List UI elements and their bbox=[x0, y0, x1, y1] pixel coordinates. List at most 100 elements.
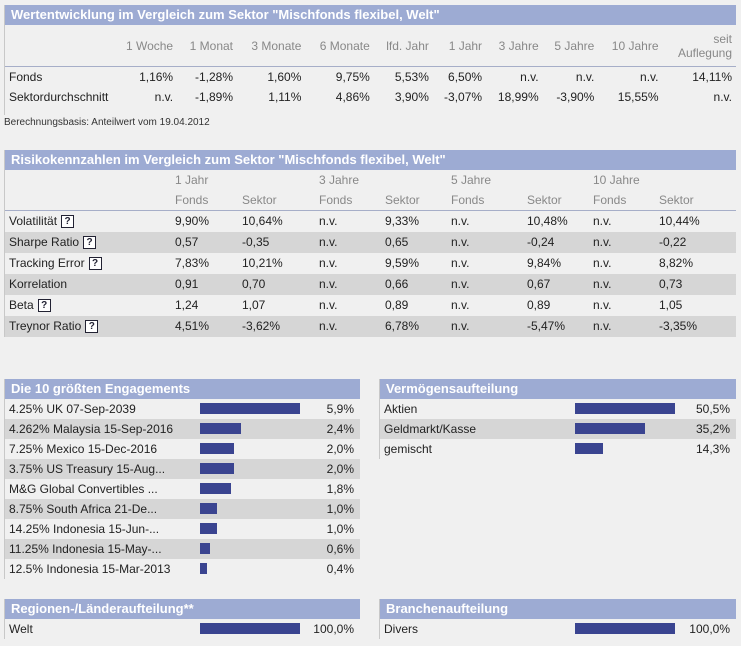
help-icon[interactable]: ? bbox=[37, 299, 51, 313]
cell: 1,60% bbox=[267, 70, 302, 84]
cell: 7,83% bbox=[175, 256, 210, 270]
cell: 3,90% bbox=[394, 90, 429, 104]
cell: 0,67 bbox=[527, 274, 593, 295]
cell: 9,84% bbox=[527, 256, 562, 270]
cell: -0,22 bbox=[659, 232, 736, 253]
cell: 9,59% bbox=[385, 256, 420, 270]
cell: 0,57 bbox=[175, 232, 242, 253]
cell: -3,90% bbox=[556, 90, 595, 104]
item-label: Divers bbox=[384, 622, 419, 636]
list-item: 12.5% Indonesia 15-Mar-2013 0,4% bbox=[5, 559, 360, 579]
cell: -3,62% bbox=[242, 316, 319, 337]
item-label: 11.25% Indonesia 15-May-... bbox=[9, 542, 162, 556]
metric-name: Sharpe Ratio bbox=[9, 235, 80, 249]
list-item: 14.25% Indonesia 15-Jun-... 1,0% bbox=[5, 519, 360, 539]
list-item: 4.262% Malaysia 15-Sep-2016 2,4% bbox=[5, 419, 360, 439]
asset-allocation-title: Vermögensaufteilung bbox=[380, 379, 736, 399]
cell: n.v. bbox=[319, 298, 338, 312]
subcol-sektor: Sektor bbox=[659, 190, 736, 211]
risk-section: Risikokennzahlen im Vergleich zum Sektor… bbox=[4, 150, 736, 337]
sector-allocation-title: Branchenaufteilung bbox=[380, 599, 736, 619]
item-value: 35,2% bbox=[695, 422, 730, 436]
calculation-basis-note: Berechnungsbasis: Anteilwert vom 19.04.2… bbox=[4, 117, 210, 128]
item-label: Aktien bbox=[384, 402, 418, 416]
cell: -1,89% bbox=[194, 90, 234, 104]
metric-name: Tracking Error bbox=[9, 256, 85, 270]
cell: -0,35 bbox=[242, 232, 319, 253]
subcol-fonds: Fonds bbox=[593, 190, 659, 211]
region-allocation-title: Regionen-/Länderaufteilung** bbox=[5, 599, 360, 619]
help-icon[interactable]: ? bbox=[61, 215, 75, 229]
subcol-fonds: Fonds bbox=[175, 190, 242, 211]
item-value: 0,4% bbox=[326, 562, 354, 576]
cell: n.v. bbox=[154, 90, 174, 104]
allocation-bar bbox=[200, 483, 231, 494]
allocation-bar bbox=[575, 443, 603, 454]
item-label: 14.25% Indonesia 15-Jun-... bbox=[9, 522, 160, 536]
region-allocation-section: Regionen-/Länderaufteilung** Welt 100,0% bbox=[4, 599, 360, 639]
cell: 0,73 bbox=[659, 274, 736, 295]
item-value: 50,5% bbox=[695, 402, 730, 416]
cell: 0,65 bbox=[385, 232, 451, 253]
sector-allocation-section: Branchenaufteilung Divers 100,0% bbox=[379, 599, 736, 639]
list-item: 3.75% US Treasury 15-Aug... 2,0% bbox=[5, 459, 360, 479]
cell: 4,51% bbox=[175, 316, 242, 337]
item-value: 0,6% bbox=[326, 542, 354, 556]
cell: 8,82% bbox=[659, 256, 694, 270]
row-label: Tracking Error? bbox=[5, 253, 175, 274]
table-row: Tracking Error? 7,83% 10,21% n.v. 9,59% n.v. 9… bbox=[5, 253, 736, 274]
cell: n.v. bbox=[593, 232, 659, 253]
period-10-jahre: 10 Jahre bbox=[593, 173, 640, 187]
item-value: 1,8% bbox=[326, 482, 354, 496]
metric-name: Volatilität bbox=[9, 214, 58, 228]
period-5-jahre: 5 Jahre bbox=[451, 173, 492, 187]
list-item: 7.25% Mexico 15-Dec-2016 2,0% bbox=[5, 439, 360, 459]
item-value: 5,9% bbox=[326, 402, 354, 416]
help-icon[interactable]: ? bbox=[83, 236, 97, 250]
allocation-bar bbox=[200, 563, 207, 574]
metric-name: Korrelation bbox=[9, 277, 68, 291]
performance-title: Wertentwicklung im Vergleich zum Sektor … bbox=[5, 5, 736, 25]
col-10-jahre: 10 Jahre bbox=[598, 25, 663, 67]
list-item: 8.75% South Africa 21-De... 1,0% bbox=[5, 499, 360, 519]
item-value: 100,0% bbox=[313, 622, 354, 636]
list-item: M&G Global Convertibles ... 1,8% bbox=[5, 479, 360, 499]
help-icon[interactable]: ? bbox=[85, 320, 99, 334]
cell: n.v. bbox=[451, 316, 527, 337]
item-label: 4.25% UK 07-Sep-2039 bbox=[9, 402, 136, 416]
item-label: 12.5% Indonesia 15-Mar-2013 bbox=[9, 562, 171, 576]
col-3-monate: 3 Monate bbox=[237, 25, 306, 67]
list-item: 11.25% Indonesia 15-May-... 0,6% bbox=[5, 539, 360, 559]
item-value: 2,4% bbox=[326, 422, 354, 436]
period-1-jahr: 1 Jahr bbox=[175, 173, 209, 187]
list-item: gemischt 14,3% bbox=[380, 439, 736, 459]
item-label: gemischt bbox=[384, 442, 433, 456]
col-5-jahre: 5 Jahre bbox=[542, 25, 599, 67]
allocation-bar bbox=[200, 623, 300, 634]
subcol-sektor: Sektor bbox=[385, 190, 451, 211]
col-6-monate: 6 Monate bbox=[305, 25, 374, 67]
cell: 9,90% bbox=[175, 214, 210, 228]
item-label: 3.75% US Treasury 15-Aug... bbox=[9, 462, 166, 476]
item-value: 1,0% bbox=[326, 502, 354, 516]
metric-name: Treynor Ratio bbox=[9, 319, 82, 333]
asset-allocation-section: Vermögensaufteilung Aktien 50,5% Geldmarkt… bbox=[379, 379, 736, 459]
cell: n.v. bbox=[713, 90, 732, 104]
performance-table: 1 Woche 1 Monat 3 Monate 6 Monate lfd. J… bbox=[5, 25, 736, 115]
item-label: 4.262% Malaysia 15-Sep-2016 bbox=[9, 422, 174, 436]
cell: 0,70 bbox=[242, 274, 319, 295]
cell: 0,66 bbox=[385, 274, 451, 295]
cell: n.v. bbox=[319, 256, 338, 270]
subcol-fonds: Fonds bbox=[319, 190, 385, 211]
table-row: Sharpe Ratio? 0,57 -0,35 n.v. 0,65 n.v. -0,24 n… bbox=[5, 232, 736, 253]
item-value: 2,0% bbox=[326, 442, 354, 456]
item-value: 1,0% bbox=[326, 522, 354, 536]
allocation-bar bbox=[200, 503, 217, 514]
cell: 10,44% bbox=[659, 214, 700, 228]
risk-table: 1 Jahr 3 Jahre 5 Jahre 10 Jahre Fonds Se… bbox=[5, 170, 736, 337]
cell: 18,99% bbox=[497, 90, 539, 104]
cell: n.v. bbox=[451, 256, 470, 270]
help-icon[interactable]: ? bbox=[88, 257, 102, 271]
metric-name: Beta bbox=[9, 298, 34, 312]
col-1-monat: 1 Monat bbox=[177, 25, 238, 67]
